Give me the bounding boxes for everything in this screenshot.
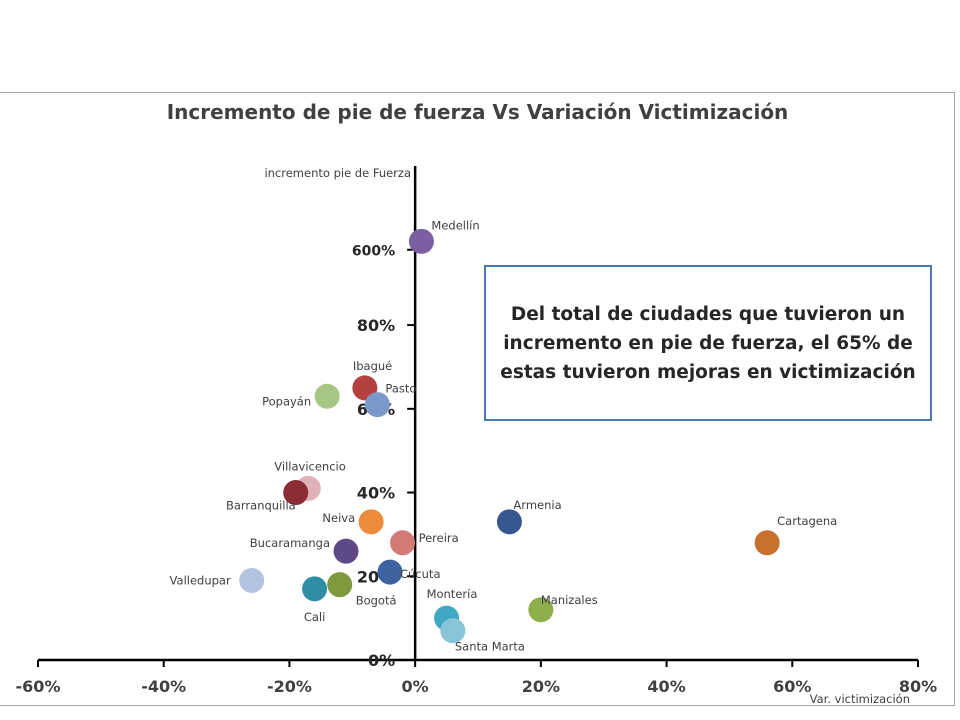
point-label: Manizales [541,593,598,607]
point-label: Cartagena [777,514,837,528]
data-point [440,618,466,644]
point-label: Popayán [262,394,311,408]
point-label: Santa Marta [455,640,525,654]
chart-frame [0,92,955,706]
x-tick-label: -40% [141,677,186,696]
data-point [496,509,522,535]
point-label: Bucaramanga [250,536,330,550]
point-label: Valledupar [170,573,231,587]
y-axis-label: incremento pie de Fuerza [264,166,411,180]
data-point [754,530,780,556]
y-tick-label: 600% [352,244,395,260]
point-label: Ibagué [353,359,392,373]
x-tick-label: 0% [402,677,429,696]
point-label: Medellín [431,218,479,232]
annotation-box: Del total de ciudades que tuvieron un in… [484,265,932,421]
point-label: Montería [427,587,478,601]
x-tick-label: -20% [267,677,312,696]
point-label: Neiva [322,511,355,525]
point-label: Cali [304,610,325,624]
annotation-text: Del total de ciudades que tuvieron un in… [500,303,916,383]
chart-title: Incremento de pie de fuerza Vs Variación… [166,100,789,124]
x-tick-label: 20% [522,677,560,696]
point-label: Cúcuta [400,567,441,581]
point-label: Bogotá [356,594,397,608]
data-point [283,480,309,506]
data-point [528,597,554,623]
data-point [302,576,328,602]
point-label: Barranquilla [226,499,296,513]
point-label: Villavicencio [274,459,346,473]
y-tick-label: 0% [368,651,395,670]
point-label: Pereira [419,531,459,545]
y-tick-label: 80% [357,316,395,335]
y-tick-label: 40% [357,484,395,503]
data-point [390,530,416,556]
data-point [358,509,384,535]
data-point [364,392,390,418]
x-tick-label: 60% [773,677,811,696]
point-label: Armenia [513,498,561,512]
point-label: Pasto [385,382,416,396]
x-axis-label: Var. victimización [810,692,910,706]
data-point [408,228,434,254]
data-point [239,567,265,593]
point-labels: Medellín Ibagué Pasto Popayán Villavicencio B… [170,218,838,653]
data-point [377,559,403,585]
x-tick-label: 80% [899,677,937,696]
x-ticks: -60% -40% -20% 0% 20% 40% 60% 80% [16,660,937,696]
data-point [327,572,353,598]
data-points [239,228,780,644]
x-tick-label: -60% [16,677,61,696]
x-tick-label: 40% [647,677,685,696]
data-point [314,383,340,409]
data-point [333,538,359,564]
